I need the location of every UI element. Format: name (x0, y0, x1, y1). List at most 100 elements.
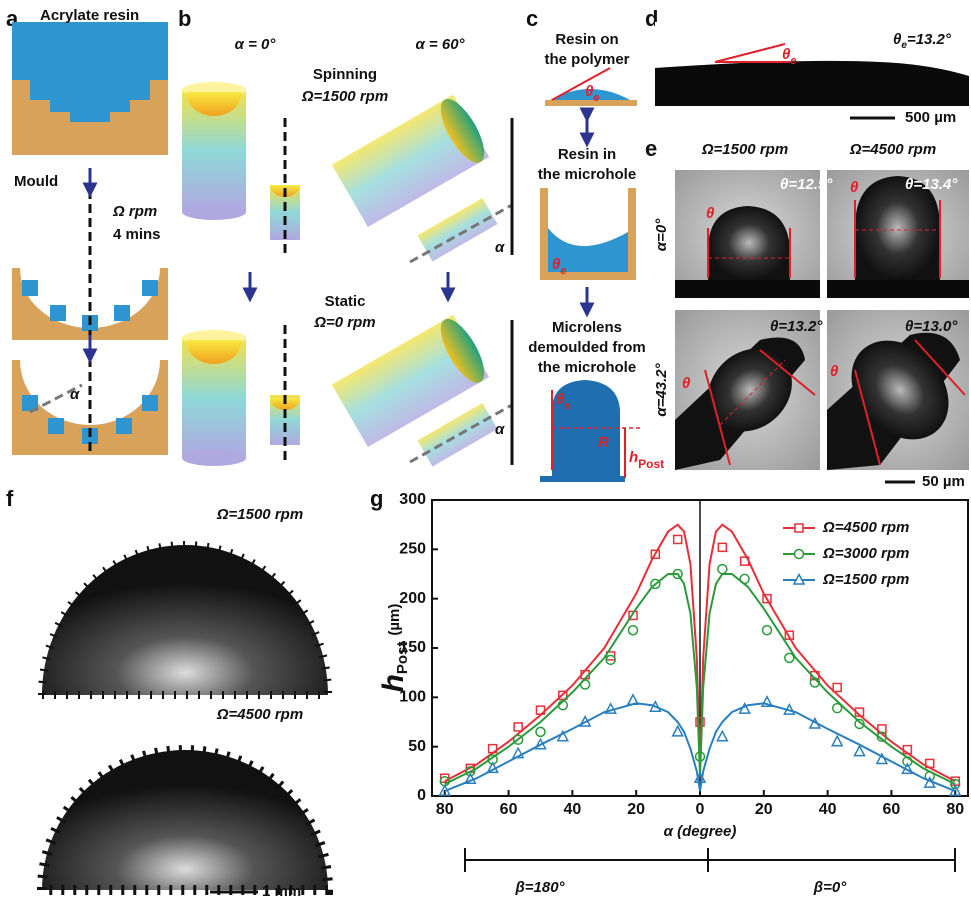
row-title: α=43.2° (653, 362, 670, 416)
marker (629, 626, 638, 635)
panel-label: g (370, 486, 383, 511)
theta-value: =13.2° (907, 31, 952, 48)
panel-a: a Acrylate resin Mould Ω rpm 4 mins α (6, 6, 168, 455)
column-title: α = 60° (415, 36, 465, 53)
step: Resin in (558, 146, 616, 163)
legend-label: Ω=3000 rpm (822, 545, 909, 562)
figure: a Acrylate resin Mould Ω rpm 4 mins α b … (0, 0, 971, 902)
x-tick-label: 20 (755, 801, 773, 818)
x-label-text: α (degree) (664, 823, 737, 840)
image-title: Ω=1500 rpm (216, 506, 303, 523)
column-title: Ω=1500 rpm (701, 141, 788, 158)
substrate (545, 100, 637, 106)
x-tick-label: 80 (946, 801, 964, 818)
panel-e: e Ω=1500 rpm Ω=4500 rpm α=0° α=43.2° θ=1… (645, 136, 969, 490)
theta-sub: e (790, 55, 796, 67)
state-speed: Ω=1500 rpm (301, 88, 388, 105)
state: Static (325, 293, 366, 310)
marker (514, 723, 522, 731)
y-unit: (µm) (386, 604, 403, 636)
legend-label: Ω=4500 rpm (822, 519, 909, 536)
scale-label: 50 µm (922, 473, 965, 490)
x-axis-label: α (degree) (664, 823, 737, 840)
base (540, 476, 625, 482)
panel-label: c (526, 6, 538, 31)
x-tick-label: 60 (500, 801, 518, 818)
marker (718, 565, 727, 574)
x-tick-label: 40 (563, 801, 581, 818)
marker (717, 731, 727, 741)
marker (718, 543, 726, 551)
column-title: α = 0° (235, 36, 277, 53)
x-tick-label: 20 (627, 801, 645, 818)
theta: θ (830, 363, 839, 380)
step: demoulded from (528, 339, 646, 356)
marker (628, 695, 638, 705)
marker (581, 680, 590, 689)
y-tick-label: 0 (417, 787, 426, 804)
angle: α (70, 386, 80, 403)
angle-value: θ=13.4° (905, 176, 958, 193)
legend-label: Ω=1500 rpm (822, 571, 909, 588)
y-tick-label: 50 (408, 738, 426, 755)
panel-f: f Ω=1500 rpm Ω=4500 rpm 1 mm (6, 486, 328, 900)
cylinder (182, 330, 246, 466)
speed: Ω rpm (112, 203, 157, 220)
step: the microhole (538, 359, 636, 376)
cylinder (182, 82, 246, 220)
x-tick-label: 0 (696, 801, 705, 818)
theta: θ (682, 375, 691, 392)
marker (785, 653, 794, 662)
label-mould: Mould (14, 173, 58, 190)
marker (674, 535, 682, 543)
theta-sub: e (593, 92, 599, 104)
cylinder-small (417, 403, 497, 466)
h-sub: Post (638, 457, 664, 471)
panel-c: c Resin on the polymer θe Resin in the m… (526, 6, 664, 482)
y-tick-label: 150 (399, 639, 426, 656)
time: 4 mins (113, 226, 161, 243)
image-title: Ω=4500 rpm (216, 706, 303, 723)
step: Resin on (555, 31, 618, 48)
row-title: α=0° (653, 218, 670, 251)
angle-value: θ=13.0° (905, 318, 958, 335)
marker (832, 736, 842, 746)
scale-label: 1 mm (262, 883, 301, 900)
theta: θ (706, 205, 715, 222)
marker (795, 550, 804, 559)
bracket-label: β=0° (813, 879, 847, 896)
y-tick-label: 250 (399, 541, 426, 558)
y-tick-label: 300 (399, 491, 426, 508)
theta-sub: e (564, 400, 570, 412)
y-tick-label: 200 (399, 590, 426, 607)
image (655, 61, 969, 106)
panel-label: b (178, 6, 191, 31)
scale-label: 500 µm (905, 109, 956, 126)
state-speed: Ω=0 rpm (313, 314, 375, 331)
step: the polymer (544, 51, 629, 68)
marker (833, 683, 841, 691)
y-tick-label: 100 (399, 689, 426, 706)
height-label: hPost (629, 449, 664, 471)
marker (833, 704, 842, 713)
column-title: Ω=4500 rpm (849, 141, 936, 158)
image (42, 545, 328, 695)
step: the microhole (538, 166, 636, 183)
angle: α (495, 239, 505, 256)
theta: θ (850, 179, 859, 196)
label-resin: Acrylate resin (40, 7, 139, 24)
angle: α (495, 421, 505, 438)
panel-label: f (6, 486, 14, 511)
radius: R (598, 434, 609, 451)
marker (795, 524, 803, 532)
angle-value: θ=13.2° (770, 318, 823, 335)
angle-value: θ=12.9° (780, 176, 833, 193)
panel-b: b α = 0° α = 60° Spinning Ω=1500 rpm Sta… (178, 6, 512, 467)
x-tick-label: 80 (436, 801, 454, 818)
state: Spinning (313, 66, 377, 83)
image (42, 750, 328, 890)
panel-g: g β=180° β=0° α (degree) hPost(µm) 05010… (370, 486, 968, 896)
step: Microlens (552, 319, 622, 336)
marker (763, 626, 772, 635)
h-symbol: h (629, 449, 638, 466)
